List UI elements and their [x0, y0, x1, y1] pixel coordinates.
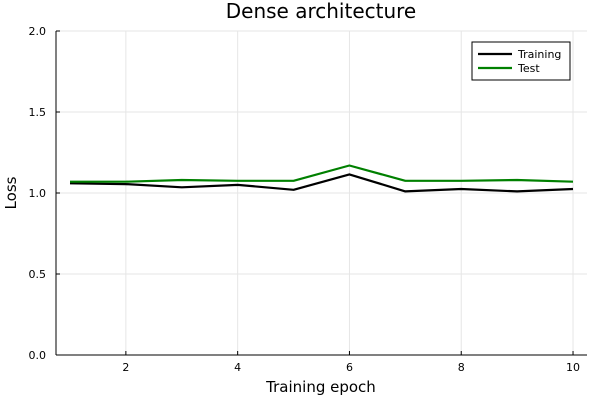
y-tick-label: 0.0 — [29, 349, 47, 362]
x-tick-label: 4 — [234, 361, 241, 374]
y-tick-label: 1.5 — [29, 106, 47, 119]
legend-box — [471, 41, 571, 81]
y-tick-label: 1.0 — [29, 187, 47, 200]
y-axis-label: Loss — [2, 176, 20, 209]
series-group — [69, 164, 574, 193]
series-line-test — [70, 164, 574, 183]
y-tick-label: 2.0 — [29, 25, 47, 38]
legend-label: Training — [517, 48, 561, 61]
x-tick-label: 10 — [566, 361, 580, 374]
series-line-training — [69, 173, 574, 193]
legend-label: Test — [517, 62, 540, 75]
y-tick-label: 0.5 — [29, 268, 47, 281]
x-axis-label: Training epoch — [265, 378, 376, 396]
x-tick-label: 2 — [122, 361, 129, 374]
x-tick-label: 6 — [346, 361, 353, 374]
x-tick-label: 8 — [458, 361, 465, 374]
ticks: 2 4 6 8 10 0.0 0.5 1.0 1.5 2.0 — [29, 25, 581, 374]
chart-title: Dense architecture — [226, 0, 416, 23]
